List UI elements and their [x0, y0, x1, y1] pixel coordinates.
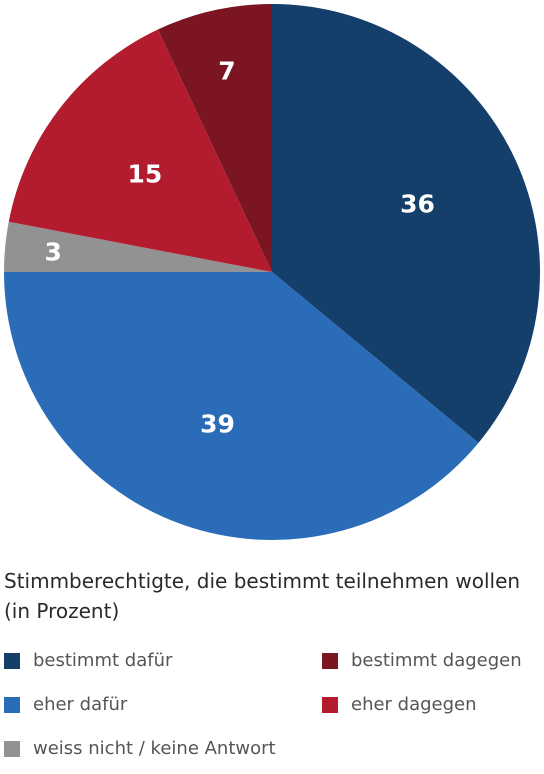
chart-title: Stimmberechtigte, die bestimmt teilnehme… — [4, 569, 521, 623]
legend-swatch — [4, 652, 20, 669]
legend-label: weiss nicht / keine Antwort — [33, 738, 276, 759]
pie-slice-eher-daf-r — [4, 272, 479, 541]
legend: bestimmt dafür bestimmt dagegen eher daf… — [4, 650, 544, 770]
legend-label: bestimmt dafür — [33, 650, 173, 671]
legend-swatch — [322, 696, 338, 713]
legend-item-eher-dagegen: eher dagegen — [322, 694, 477, 715]
slice-value-label: 7 — [218, 57, 235, 86]
legend-item-eher-dafuer: eher dafür — [4, 694, 127, 715]
pie-slice-weiss-nicht-keine-antwort — [4, 221, 272, 272]
pie-slice-bestimmt-dagegen — [157, 4, 272, 272]
legend-swatch — [4, 740, 20, 757]
legend-item-bestimmt-dafuer: bestimmt dafür — [4, 650, 172, 671]
slice-value-label: 15 — [128, 159, 163, 188]
pie-slice-bestimmt-daf-r — [272, 4, 541, 443]
legend-label: eher dagegen — [351, 694, 477, 715]
slice-value-label: 3 — [44, 237, 61, 266]
slice-value-label: 39 — [200, 409, 235, 438]
pie-chart: 36 39 3 15 7 — [4, 4, 541, 541]
legend-label: eher dafür — [33, 694, 128, 715]
pie-slice-eher-dagegen — [8, 29, 272, 273]
legend-item-bestimmt-dagegen: bestimmt dagegen — [322, 650, 522, 671]
legend-label: bestimmt dagegen — [351, 650, 522, 671]
legend-swatch — [322, 652, 338, 669]
legend-item-weiss-nicht: weiss nicht / keine Antwort — [4, 738, 276, 759]
legend-swatch — [4, 696, 20, 713]
slice-value-label: 36 — [400, 190, 435, 219]
